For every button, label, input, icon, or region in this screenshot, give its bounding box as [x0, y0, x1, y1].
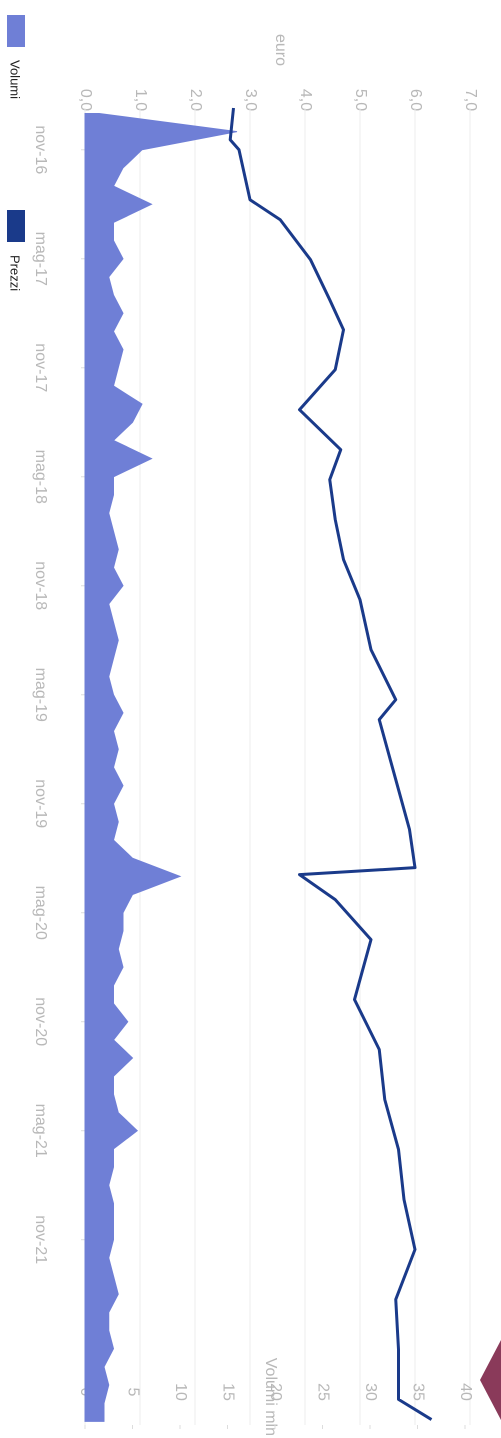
y-tick-label: 6,0: [407, 89, 424, 111]
y-tick-label: 4,0: [297, 89, 314, 111]
y-tick-label: 0,0: [77, 89, 94, 111]
y2-tick-label: 40: [457, 1383, 474, 1401]
y2-tick-label: 20: [267, 1383, 284, 1401]
rotated-chart: euro Volumi mln azioni 0,0 1,0 2,0 3,0 4,0 5,…: [7, 15, 479, 1438]
y2-tick-label: 15: [219, 1383, 236, 1401]
y2-tick-label: 10: [172, 1383, 189, 1401]
price-line: [228, 107, 433, 1421]
x-tick-label: nov-17: [32, 343, 49, 392]
legend-swatch: [7, 15, 25, 47]
x-tick-label: mag-19: [32, 668, 49, 722]
y2-axis-label: Volumi mln azioni: [262, 1358, 279, 1438]
y2-tick-label: 35: [409, 1383, 426, 1401]
y-tick-label: 7,0: [462, 89, 479, 111]
y2-tick-label: 5: [124, 1388, 141, 1397]
x-tick-label: mag-20: [32, 886, 49, 940]
y2-tick-label: 30: [362, 1383, 379, 1401]
x-tick-label: nov-20: [32, 997, 49, 1046]
x-tick-label: nov-16: [32, 125, 49, 174]
y-tick-label: 2,0: [187, 89, 204, 111]
x-tick-label: nov-19: [32, 779, 49, 828]
legend-label: Volumi: [8, 60, 23, 99]
volume-area: [84, 112, 238, 1422]
y-tick-label: 3,0: [242, 89, 259, 111]
x-tick-label: mag-21: [32, 1104, 49, 1158]
decoration: [480, 1340, 501, 1420]
y2-tick-label: 25: [314, 1383, 331, 1401]
x-tick-label: nov-21: [32, 1215, 49, 1264]
legend-label: Prezzi: [8, 255, 23, 291]
x-tick-label: nov-18: [32, 561, 49, 610]
legend-swatch: [7, 210, 25, 242]
x-tick-label: mag-18: [32, 450, 49, 504]
y-tick-label: 5,0: [352, 89, 369, 111]
y-axis-label: euro: [272, 34, 289, 66]
y-tick-label: 1,0: [132, 89, 149, 111]
x-tick-label: mag-17: [32, 232, 49, 286]
